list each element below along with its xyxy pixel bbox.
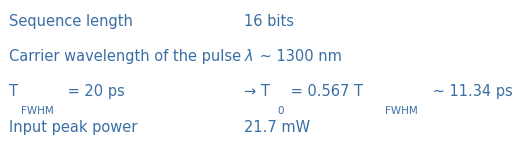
Text: = 0.567 T: = 0.567 T [286, 84, 363, 99]
Text: FWHM: FWHM [385, 106, 418, 116]
Text: λ: λ [244, 49, 253, 64]
Text: 16 bits: 16 bits [244, 14, 294, 29]
Text: Carrier wavelength of the pulse: Carrier wavelength of the pulse [9, 49, 242, 64]
Text: ~ 11.34 ps: ~ 11.34 ps [428, 84, 513, 99]
Text: → T: → T [244, 84, 270, 99]
Text: 0: 0 [278, 106, 284, 116]
Text: = 20 ps: = 20 ps [63, 84, 125, 99]
Text: Input peak power: Input peak power [9, 120, 138, 135]
Text: FWHM: FWHM [21, 106, 54, 116]
Text: 21.7 mW: 21.7 mW [244, 120, 311, 135]
Text: Sequence length: Sequence length [9, 14, 133, 29]
Text: T: T [9, 84, 18, 99]
Text: ~ 1300 nm: ~ 1300 nm [255, 49, 342, 64]
